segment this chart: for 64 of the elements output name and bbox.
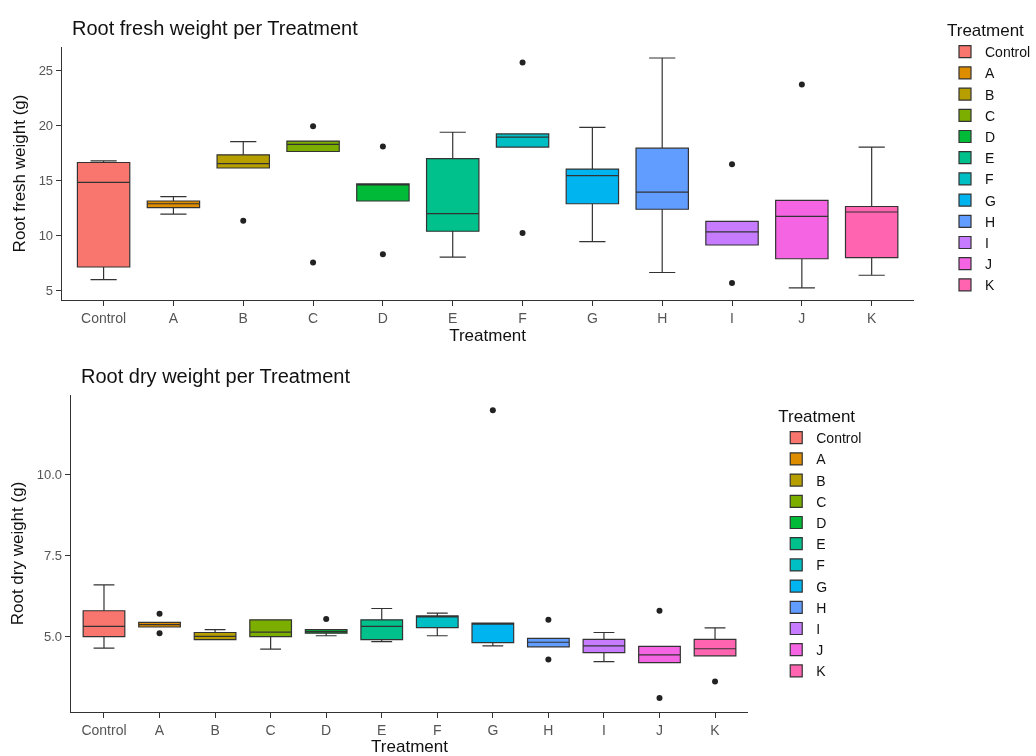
legend-label: H xyxy=(816,599,827,616)
legend-label: H xyxy=(985,213,996,230)
legend-label: C xyxy=(985,107,996,124)
legend-label: G xyxy=(985,192,996,209)
x-tick-label: D xyxy=(377,309,388,326)
legend-label: J xyxy=(985,256,992,273)
legend-label: A xyxy=(985,65,995,82)
y-axis-title: Root dry weight (g) xyxy=(8,481,28,626)
x-tick-label: D xyxy=(321,721,332,738)
legend-label: K xyxy=(985,277,995,294)
legend-label: D xyxy=(816,514,827,531)
chart-title: Root dry weight per Treatment xyxy=(81,365,351,387)
x-tick-label: H xyxy=(543,721,554,738)
x-tick-label: A xyxy=(154,721,165,738)
y-tick-label: 10 xyxy=(38,227,54,243)
legend-label: F xyxy=(985,171,994,188)
y-tick-label: 20 xyxy=(38,117,54,133)
legend-label: A xyxy=(816,451,827,468)
chart-title: Root fresh weight per Treatment xyxy=(72,17,359,39)
x-tick-label: I xyxy=(730,309,734,326)
x-tick-label: F xyxy=(433,721,442,738)
legend-label: B xyxy=(985,86,995,103)
x-axis-title: Treatment xyxy=(371,737,449,756)
x-tick-label: Control xyxy=(81,721,127,738)
legend-label: Control xyxy=(985,44,1031,61)
legend-label: D xyxy=(985,128,996,145)
y-axis-title: Root fresh weight (g) xyxy=(10,94,30,253)
x-tick-label: G xyxy=(487,721,499,738)
legend-title: Treatment xyxy=(778,407,856,427)
x-tick-label: E xyxy=(377,721,387,738)
y-tick-label: 5 xyxy=(45,282,54,298)
legend-label: G xyxy=(816,578,828,595)
legend-label: I xyxy=(816,620,821,637)
legend-label: J xyxy=(816,642,824,659)
x-tick-label: Control xyxy=(81,309,127,326)
x-tick-label: C xyxy=(265,721,276,738)
x-tick-label: J xyxy=(655,721,663,738)
x-tick-label: K xyxy=(710,721,721,738)
y-tick-label: 25 xyxy=(38,62,54,78)
legend-label: B xyxy=(816,472,826,489)
x-axis-title: Treatment xyxy=(449,326,527,346)
x-tick-label: F xyxy=(518,309,527,326)
legend-title: Treatment xyxy=(947,21,1025,41)
x-tick-label: B xyxy=(238,309,248,326)
legend-label: C xyxy=(816,493,827,510)
x-tick-label: H xyxy=(657,309,668,326)
x-tick-label: A xyxy=(168,309,179,326)
x-tick-label: B xyxy=(210,721,220,738)
y-tick-label: 15 xyxy=(38,172,54,188)
x-tick-label: G xyxy=(586,309,598,326)
x-tick-label: E xyxy=(448,309,458,326)
legend-label: I xyxy=(985,234,989,251)
x-tick-label: K xyxy=(867,309,877,326)
legend-label: K xyxy=(816,663,827,680)
x-tick-label: J xyxy=(798,309,806,326)
y-tick-label: 5.0 xyxy=(43,629,63,645)
legend-label: E xyxy=(816,536,826,553)
y-tick-label: 10.0 xyxy=(36,467,63,483)
legend-label: E xyxy=(985,150,995,167)
y-tick-label: 7.5 xyxy=(43,548,63,564)
x-tick-label: I xyxy=(601,721,606,738)
legend-label: Control xyxy=(816,430,862,447)
legend-label: F xyxy=(816,557,825,574)
x-tick-label: C xyxy=(308,309,319,326)
